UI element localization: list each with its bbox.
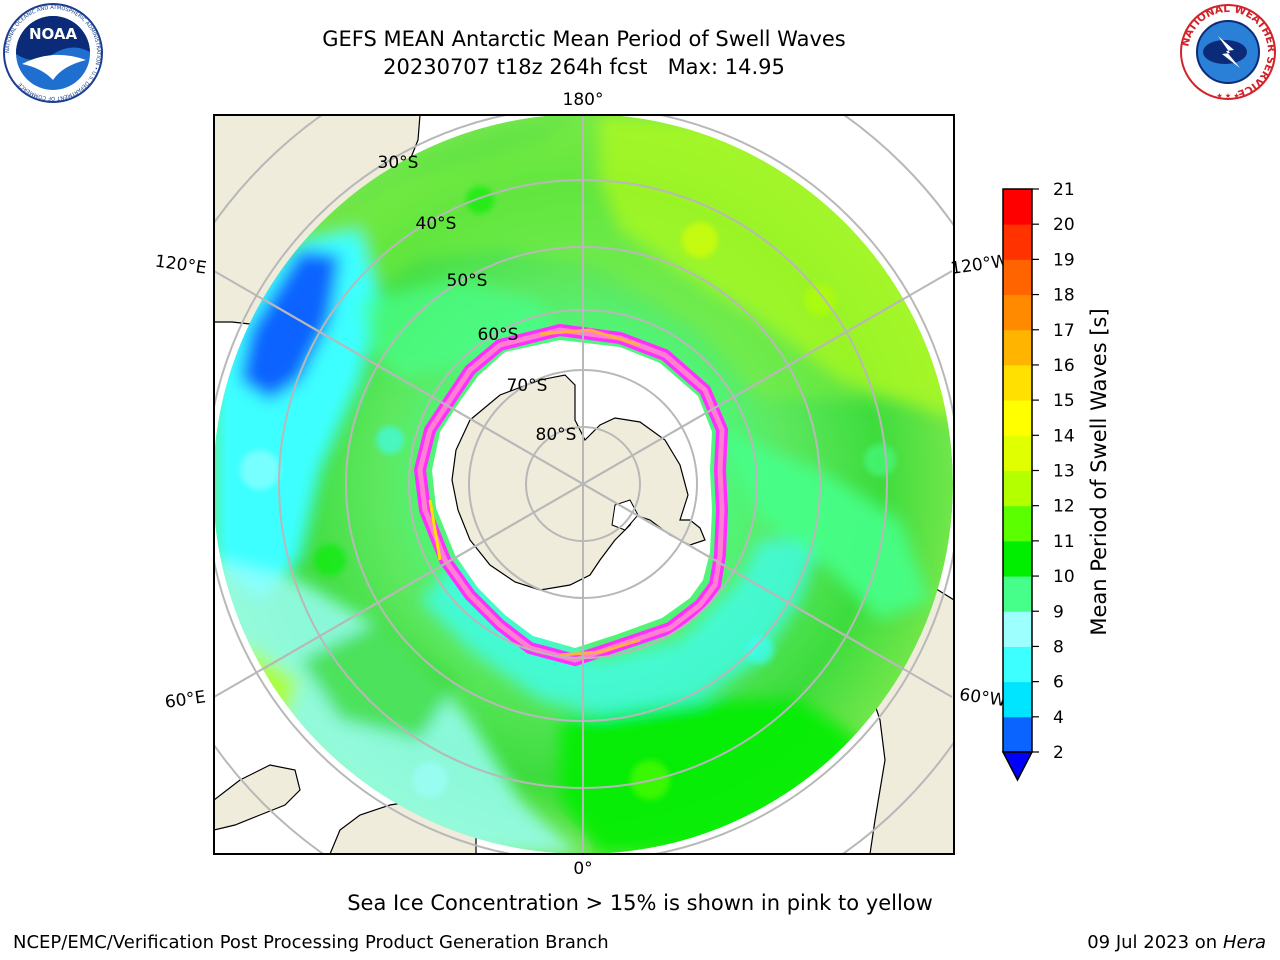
graticule bbox=[214, 115, 954, 854]
colorbar-label: Mean Period of Swell Waves [s] bbox=[1087, 308, 1111, 635]
lon-label-0: 0° bbox=[573, 859, 592, 879]
colorbar-segment bbox=[1003, 505, 1032, 542]
colorbar-tick-label: 14 bbox=[1053, 426, 1075, 446]
footer-host: Hera bbox=[1222, 932, 1266, 953]
colorbar-tick-label: 15 bbox=[1053, 391, 1075, 411]
lat-label-70s: 70°S bbox=[507, 376, 548, 396]
lon-label-60w: 60°W bbox=[958, 685, 1007, 711]
colorbar-segment bbox=[1003, 435, 1032, 471]
colorbar-segment bbox=[1003, 400, 1032, 436]
lat-label-40s: 40°S bbox=[416, 214, 457, 234]
footer-date-text: 09 Jul 2023 on bbox=[1087, 932, 1223, 953]
lon-label-60e: 60°E bbox=[164, 687, 207, 712]
colorbar-segment bbox=[1003, 329, 1032, 366]
lon-label-120e: 120°E bbox=[154, 252, 208, 279]
colorbar-tick-label: 17 bbox=[1053, 321, 1075, 341]
lat-label-30s: 30°S bbox=[378, 153, 419, 173]
colorbar-tick-label: 11 bbox=[1053, 532, 1075, 552]
lon-label-180: 180° bbox=[563, 90, 604, 110]
map-subtitle: 20230707 t18z 264h fcst Max: 14.95 bbox=[383, 55, 785, 79]
map-frame bbox=[213, 114, 955, 855]
lat-label-50s: 50°S bbox=[447, 271, 488, 291]
lat-label-80s: 80°S bbox=[536, 425, 577, 445]
colorbar-segment bbox=[1003, 716, 1032, 753]
colorbar-segment bbox=[1003, 576, 1032, 612]
colorbar: 2 4 6 8 9 10 11 12 13 14 15 16 17 18 19 20 21 bbox=[1001, 180, 1075, 782]
colorbar-tick-label: 12 bbox=[1053, 497, 1075, 517]
colorbar-segment bbox=[1003, 646, 1032, 683]
footer-credit: NCEP/EMC/Verification Post Processing Pr… bbox=[13, 932, 609, 953]
nws-logo: NATIONAL WEATHER SERVICE ★ ★ ★ bbox=[1179, 3, 1277, 100]
colorbar-segment bbox=[1003, 611, 1032, 647]
colorbar-tick-label: 16 bbox=[1053, 356, 1075, 376]
colorbar-tick-label: 2 bbox=[1053, 743, 1064, 763]
colorbar-segment bbox=[1003, 224, 1032, 260]
colorbar-tick-label: 19 bbox=[1053, 250, 1075, 270]
colorbar-tick-label: 9 bbox=[1053, 602, 1064, 622]
lon-label-120w: 120°W bbox=[949, 251, 1009, 279]
colorbar-segment bbox=[1003, 681, 1032, 718]
colorbar-segment bbox=[1003, 189, 1032, 225]
colorbar-segment bbox=[1003, 470, 1032, 507]
noaa-logo: NOAA NATIONAL OCEANIC AND ATMOSPHERIC AD… bbox=[3, 3, 103, 103]
colorbar-tick-label: 6 bbox=[1053, 673, 1064, 693]
svg-text:NOAA: NOAA bbox=[29, 25, 78, 43]
colorbar-tick-label: 20 bbox=[1053, 215, 1075, 235]
footer-date: 09 Jul 2023 on Hera bbox=[1087, 932, 1266, 953]
swell-speckle bbox=[240, 186, 896, 800]
colorbar-tick-label: 4 bbox=[1053, 708, 1064, 728]
colorbar-tick-label: 10 bbox=[1053, 567, 1075, 587]
map-title: GEFS MEAN Antarctic Mean Period of Swell… bbox=[322, 27, 846, 51]
colorbar-segment bbox=[1003, 259, 1032, 296]
colorbar-tick-label: 21 bbox=[1053, 180, 1075, 200]
lat-label-60s: 60°S bbox=[478, 325, 519, 345]
colorbar-segment bbox=[1003, 294, 1032, 331]
colorbar-tick-label: 13 bbox=[1053, 462, 1075, 482]
colorbar-segment bbox=[1003, 364, 1032, 401]
colorbar-segment bbox=[1003, 540, 1032, 577]
svg-text:★ ★ ★: ★ ★ ★ bbox=[1216, 92, 1239, 100]
colorbar-tick-label: 18 bbox=[1053, 286, 1075, 306]
colorbar-extension bbox=[1001, 751, 1034, 782]
colorbar-tick-label: 8 bbox=[1053, 637, 1064, 657]
sea-ice-note: Sea Ice Concentration > 15% is shown in … bbox=[347, 891, 933, 915]
